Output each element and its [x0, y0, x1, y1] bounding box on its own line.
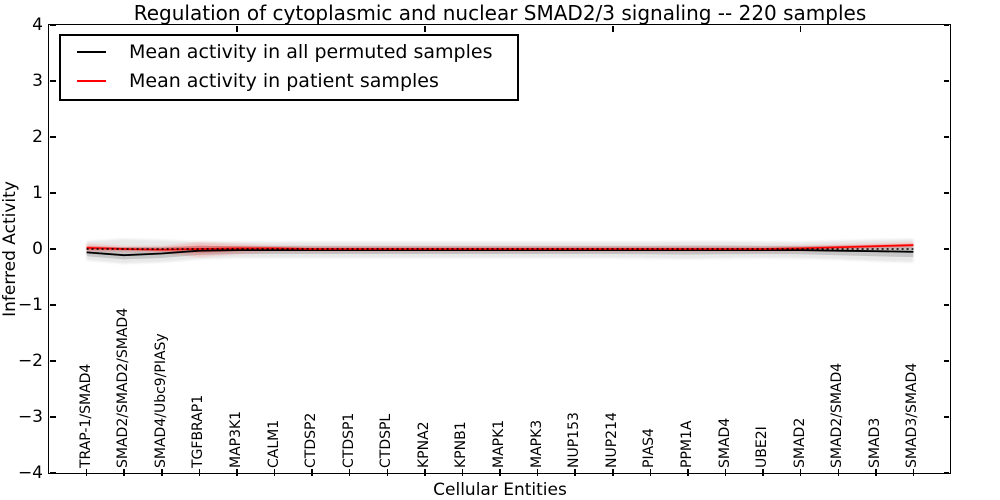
x-tick-label: PPM1A: [678, 420, 695, 468]
y-tick-left: [50, 472, 56, 474]
x-tick-bottom: [799, 469, 802, 476]
y-tick-label: −1: [17, 295, 43, 315]
x-tick-top: [612, 26, 614, 32]
x-tick-label: SMAD4/Ubc9/PIASy: [152, 333, 169, 468]
x-tick-bottom: [612, 469, 614, 476]
y-tick-left: [50, 416, 56, 418]
y-tick-label: −4: [17, 463, 43, 483]
x-tick-label: CALM1: [265, 419, 282, 468]
x-tick-label: SMAD4: [716, 417, 733, 468]
x-tick-bottom: [386, 469, 388, 476]
y-tick-right: [943, 136, 949, 138]
x-tick-label: NUP153: [566, 412, 583, 468]
x-tick-label: SMAD3/SMAD4: [904, 362, 921, 468]
x-tick-bottom: [198, 469, 201, 476]
x-tick-bottom: [236, 469, 238, 476]
x-tick-bottom: [724, 469, 727, 476]
x-tick-label: SMAD2: [791, 417, 808, 468]
y-tick-left: [50, 136, 56, 138]
y-tick-right: [943, 80, 949, 82]
y-tick-label: 0: [32, 239, 43, 259]
y-tick-label: −3: [17, 407, 43, 427]
chart-canvas: [86, 238, 914, 264]
y-tick-label: −2: [17, 351, 43, 371]
x-tick-bottom: [536, 469, 539, 476]
y-tick-left: [50, 360, 56, 362]
x-tick-label: CTDSP2: [303, 412, 320, 468]
y-tick-right: [943, 360, 949, 362]
legend-entry-permuted: Mean activity in all permuted samples: [61, 38, 517, 66]
legend: Mean activity in all permuted samples Me…: [59, 34, 519, 101]
x-tick-label: TGFBRAP1: [190, 394, 207, 468]
x-tick-label: SMAD3: [866, 417, 883, 468]
x-tick-top: [799, 26, 802, 32]
y-tick-left: [50, 192, 56, 194]
x-tick-bottom: [85, 469, 88, 476]
x-tick-bottom: [273, 469, 276, 476]
y-tick-left: [50, 24, 56, 26]
y-tick-right: [943, 248, 949, 250]
x-tick-bottom: [649, 469, 652, 476]
x-tick-top: [236, 26, 238, 32]
x-tick-bottom: [161, 469, 163, 476]
x-tick-bottom: [762, 469, 764, 476]
x-tick-label: PIAS4: [641, 428, 658, 468]
x-tick-bottom: [424, 469, 426, 476]
x-tick-bottom: [123, 469, 125, 476]
x-tick-label: CTDSP1: [340, 412, 357, 468]
y-tick-right: [943, 24, 949, 26]
y-tick-label: 4: [32, 15, 43, 35]
x-tick-label: CTDSPL: [378, 413, 395, 468]
x-tick-bottom: [461, 469, 464, 476]
y-tick-left: [50, 80, 56, 82]
y-tick-right: [943, 472, 949, 474]
x-tick-label: SMAD2/SMAD2/SMAD4: [115, 307, 132, 468]
y-tick-right: [943, 192, 949, 194]
y-tick-label: 2: [32, 127, 43, 147]
x-tick-label: KPNB1: [453, 421, 470, 468]
y-tick-label: 1: [32, 183, 43, 203]
x-tick-label: MAP3K1: [227, 410, 244, 468]
x-tick-bottom: [837, 469, 839, 476]
y-tick-left: [50, 304, 56, 306]
y-axis-label: Inferred Activity: [0, 181, 20, 317]
x-tick-bottom: [912, 469, 915, 476]
legend-label-patient: Mean activity in patient samples: [129, 70, 439, 92]
legend-entry-patient: Mean activity in patient samples: [61, 67, 517, 95]
x-tick-label: KPNA2: [415, 421, 432, 468]
x-tick-bottom: [311, 469, 313, 476]
x-tick-label: MAPK3: [528, 419, 545, 468]
x-tick-label: NUP214: [603, 412, 620, 468]
legend-label-permuted: Mean activity in all permuted samples: [129, 41, 493, 63]
x-axis-label: Cellular Entities: [433, 480, 567, 500]
x-tick-bottom: [875, 469, 877, 476]
x-tick-bottom: [574, 469, 576, 476]
x-tick-bottom: [499, 469, 501, 476]
legend-line-permuted-icon: [77, 51, 106, 53]
legend-line-patient-icon: [77, 80, 106, 82]
y-tick-right: [943, 304, 949, 306]
x-tick-label: MAPK1: [491, 419, 507, 468]
y-tick-left: [50, 248, 56, 250]
y-tick-right: [943, 416, 949, 418]
x-tick-label: SMAD2/SMAD4: [829, 362, 846, 468]
x-tick-bottom: [348, 469, 351, 476]
chart-title: Regulation of cytoplasmic and nuclear SM…: [133, 1, 867, 25]
y-tick-label: 3: [32, 71, 43, 91]
x-tick-top: [424, 26, 426, 32]
x-tick-label: UBE2I: [754, 426, 771, 468]
x-tick-bottom: [687, 469, 689, 476]
x-tick-label: TRAP-1/SMAD4: [77, 363, 94, 468]
